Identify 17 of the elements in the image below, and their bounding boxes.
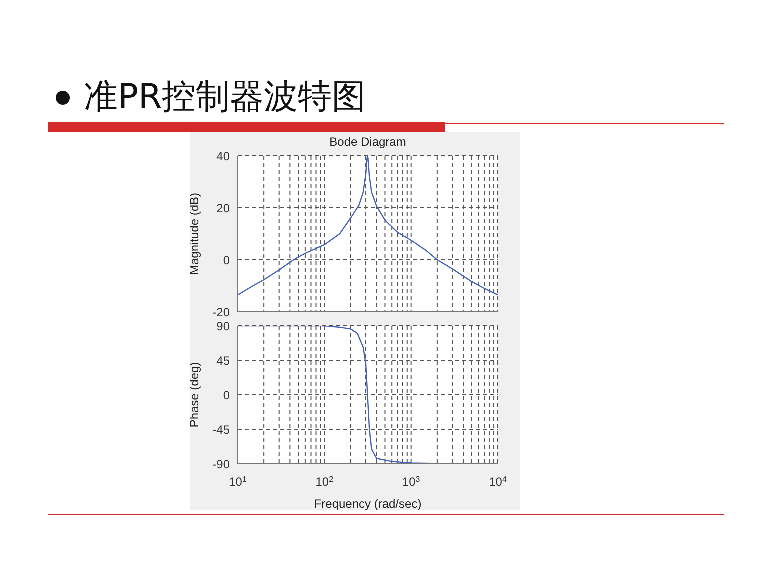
chart-title: 准PR控制器波特图 (84, 76, 366, 119)
y-tick-label: 90 (216, 319, 230, 334)
y-tick-label: 45 (216, 354, 230, 368)
y-tick-label: 20 (216, 201, 230, 216)
x-tick-label: 10$^{4}$ (489, 474, 508, 489)
y-tick-label: 0 (223, 388, 230, 402)
x-tick-label: 10$^{1}$ (229, 474, 248, 489)
y-axis-title: Magnitude (dB) (187, 192, 202, 276)
x-tick-label: 10$^{3}$ (402, 474, 421, 489)
x-tick-label: 10$^{2}$ (316, 474, 334, 489)
y-axis-title: Phase (deg) (187, 362, 202, 428)
y-tick-label: -45 (212, 422, 230, 437)
y-tick-label: 40 (216, 149, 230, 164)
y-tick-label: -20 (212, 305, 230, 320)
y-tick-label: -90 (212, 457, 230, 472)
chart-subtitle: Bode Diagram (328, 135, 408, 149)
y-tick-label: 0 (223, 253, 230, 268)
